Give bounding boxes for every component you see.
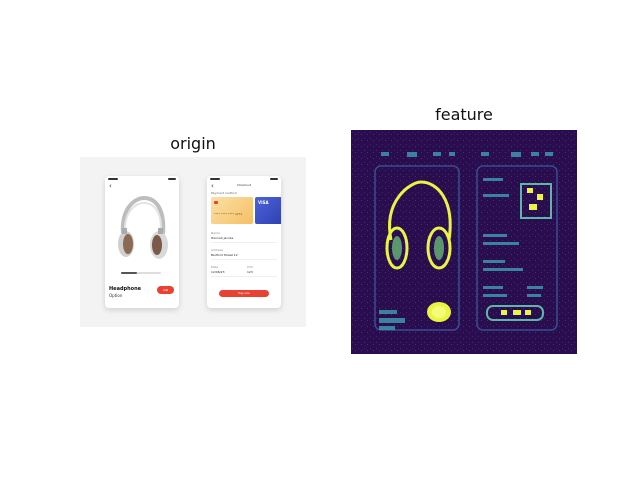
heatmap-card-region (520, 183, 552, 219)
headphone-image (118, 195, 168, 259)
heatmap-product-text (379, 310, 405, 330)
divider (211, 242, 277, 243)
product-option: Option (109, 293, 123, 298)
checkout-title: Checkout (236, 183, 252, 187)
product-name: Headphone (109, 286, 142, 292)
heatmap-card-hotspots (527, 188, 543, 210)
feature-heatmap (351, 130, 577, 354)
status-bar (108, 178, 176, 181)
address-label: Address (211, 248, 223, 252)
payment-card-blue[interactable]: VISA (255, 197, 281, 224)
divider (211, 259, 277, 260)
status-bar (210, 178, 278, 181)
heatmap-svg (351, 130, 577, 354)
name-field[interactable]: Hannah Jacobs (211, 236, 234, 240)
date-label: Date (211, 265, 219, 269)
heatmap-headphone-halo (392, 236, 444, 260)
heatmap-pay-button-region (486, 305, 544, 321)
address-field[interactable]: Bedford Street 12 (211, 253, 238, 257)
heatmap-headphone-shape (385, 180, 452, 270)
back-arrow-icon[interactable]: ‹ (211, 182, 214, 190)
origin-image: ‹ Headphone Option Add ‹ Checkout Paymen… (80, 157, 306, 327)
heatmap-field-lines (483, 178, 543, 297)
heatmap-pay-button-hotspots (501, 310, 531, 315)
heatmap-phone-outline-right (476, 165, 558, 331)
heatmap-phone-outline-left (374, 165, 460, 331)
back-arrow-icon[interactable]: ‹ (109, 182, 112, 190)
cvv-label: CVV (247, 265, 254, 269)
payment-card-gold[interactable]: **** **** **** 4231 (211, 197, 253, 224)
heatmap-add-button-core (432, 306, 446, 318)
checkout-phone-screen: ‹ Checkout Payment method **** **** ****… (207, 176, 281, 308)
name-label: Name (211, 231, 220, 235)
card-brand: VISA (258, 200, 269, 205)
card-number: **** **** **** 4231 (214, 212, 243, 216)
card-logo-icon (214, 201, 218, 204)
pay-button[interactable]: Pay now (219, 290, 269, 297)
date-field[interactable]: 12/06/23 (211, 270, 225, 274)
feature-title: feature (435, 105, 493, 124)
payment-section-label: Payment method (211, 191, 237, 195)
image-pager[interactable] (121, 272, 161, 274)
cvv-field[interactable]: 123 (247, 270, 253, 274)
origin-title: origin (170, 134, 216, 153)
add-to-cart-button[interactable]: Add (157, 286, 174, 294)
heatmap-top-blobs (381, 152, 553, 157)
divider (211, 276, 277, 277)
product-phone-screen: ‹ Headphone Option Add (105, 176, 179, 308)
